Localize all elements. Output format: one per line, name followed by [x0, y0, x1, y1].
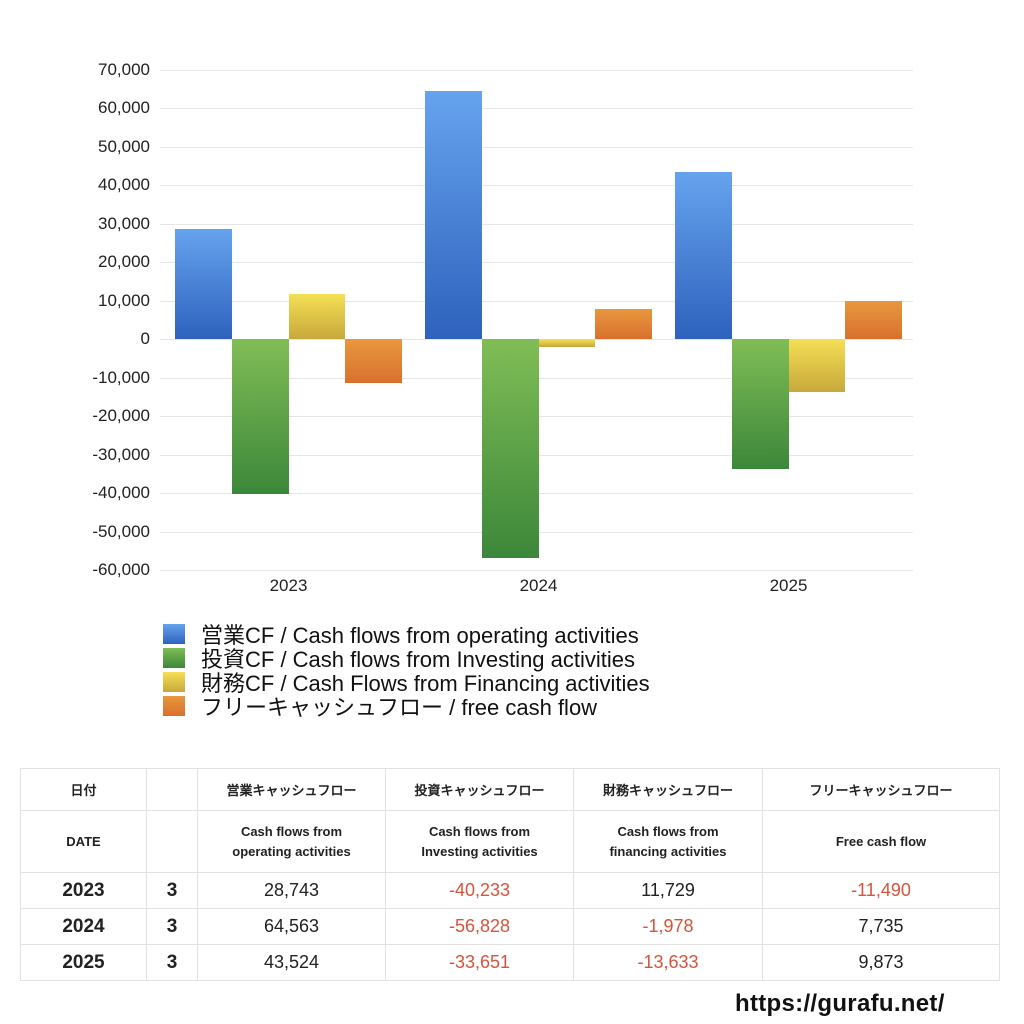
y-tick-label: 10,000 [98, 290, 150, 310]
y-tick-label: -30,000 [92, 444, 150, 464]
legend-item-investing: 投資CF / Cash flows from Investing activit… [163, 646, 650, 672]
bar-2024-series-2 [538, 339, 596, 347]
cell-free: -11,490 [762, 872, 1000, 909]
legend-swatch-financing [163, 672, 185, 692]
bar-2025-series-2 [788, 339, 846, 392]
legend-item-financing: 財務CF / Cash Flows from Financing activit… [163, 670, 650, 696]
bar-2023-series-3 [345, 339, 402, 384]
header-free-en: Free cash flow [762, 810, 1000, 873]
gridline [160, 223, 913, 225]
y-tick-label: 30,000 [98, 213, 150, 233]
legend-item-operating: 営業CF / Cash flows from operating activit… [163, 622, 650, 648]
y-tick-label: 50,000 [98, 136, 150, 156]
table-row: 2024 3 64,563 -56,828 -1,978 7,735 [20, 908, 1000, 945]
gridline [160, 70, 913, 71]
cash-flow-bar-chart: 70,000 60,000 50,000 40,000 30,000 20,000 10,0… [92, 60, 913, 595]
row-year: 2025 [20, 944, 147, 981]
header-operating-jp: 営業キャッシュフロー [197, 768, 386, 811]
cell-operating: 43,524 [197, 944, 386, 981]
bar-2023-series-0 [175, 228, 232, 340]
bar-2023-series-1 [231, 339, 289, 494]
x-tick-label: 2023 [269, 576, 308, 595]
cell-investing: -56,828 [385, 908, 574, 945]
cell-free: 7,735 [762, 908, 1000, 945]
y-tick-label: 70,000 [98, 60, 150, 79]
legend-swatch-free [163, 696, 185, 716]
site-url-link[interactable]: https://gurafu.net/ [735, 990, 945, 1017]
header-investing-en: Cash flows from Investing activities [385, 810, 574, 873]
cell-financing: -1,978 [573, 908, 763, 945]
bar-2025-series-3 [845, 301, 902, 340]
legend-label: 営業CF / Cash flows from operating activit… [201, 623, 639, 648]
y-tick-label: 20,000 [98, 252, 150, 272]
bar-2023-series-2 [288, 294, 346, 340]
gridline [160, 300, 913, 302]
y-tick-label: -50,000 [92, 521, 150, 541]
table-row: 2023 3 28,743 -40,233 11,729 -11,490 [20, 872, 1000, 909]
header-free-jp: フリーキャッシュフロー [762, 768, 1000, 811]
table-header-jp: 日付 営業キャッシュフロー 投資キャッシュフロー 財務キャッシュフロー フリーキ… [20, 768, 1000, 811]
cash-flow-table: 日付 営業キャッシュフロー 投資キャッシュフロー 財務キャッシュフロー フリーキ… [20, 768, 1000, 981]
legend-item-free: フリーキャッシュフロー / free cash flow [163, 694, 650, 720]
gridline [160, 262, 913, 264]
legend-swatch-operating [163, 624, 185, 644]
bar-2024-series-0 [425, 90, 482, 340]
row-year: 2023 [20, 872, 147, 909]
bar-2025-series-0 [675, 171, 732, 340]
y-tick-label: -10,000 [92, 367, 150, 387]
row-month: 3 [146, 872, 198, 909]
cell-free: 9,873 [762, 944, 1000, 981]
y-tick-label: 40,000 [98, 175, 150, 195]
row-month: 3 [146, 908, 198, 945]
header-investing-jp: 投資キャッシュフロー [385, 768, 574, 811]
x-tick-label: 2024 [519, 576, 558, 595]
header-operating-en: Cash flows from operating activities [197, 810, 386, 873]
table-header-en: DATE Cash flows from operating activitie… [20, 810, 1000, 873]
header-date-en: DATE [20, 810, 147, 873]
header-month-en [146, 810, 198, 873]
y-tick-label: -60,000 [92, 560, 150, 579]
gridline [160, 146, 913, 148]
row-year: 2024 [20, 908, 147, 945]
row-month: 3 [146, 944, 198, 981]
legend-swatch-investing [163, 648, 185, 668]
header-date-jp: 日付 [20, 768, 147, 811]
y-tick-label: -40,000 [92, 483, 150, 503]
y-tick-label: 60,000 [98, 98, 150, 118]
table-row: 2025 3 43,524 -33,651 -13,633 9,873 [20, 944, 1000, 981]
bar-2024-series-3 [595, 309, 652, 340]
gridline [160, 108, 913, 110]
header-financing-jp: 財務キャッシュフロー [573, 768, 763, 811]
legend-label: フリーキャッシュフロー / free cash flow [201, 695, 598, 720]
cell-financing: -13,633 [573, 944, 763, 981]
legend-label: 投資CF / Cash flows from Investing activit… [201, 647, 636, 672]
bar-2024-series-1 [481, 339, 539, 558]
header-month-jp [146, 768, 198, 811]
cell-operating: 64,563 [197, 908, 386, 945]
cell-investing: -33,651 [385, 944, 574, 981]
gridline [160, 185, 913, 187]
y-tick-label: 0 [140, 329, 150, 349]
cell-operating: 28,743 [197, 872, 386, 909]
gridline [160, 570, 913, 571]
header-financing-en: Cash flows from financing activities [573, 810, 763, 873]
chart-legend: 営業CF / Cash flows from operating activit… [163, 622, 650, 720]
bar-2025-series-1 [731, 339, 789, 469]
legend-label: 財務CF / Cash Flows from Financing activit… [201, 671, 650, 696]
y-tick-label: -20,000 [92, 406, 150, 426]
x-tick-label: 2025 [769, 576, 808, 595]
cell-financing: 11,729 [573, 872, 763, 909]
cell-investing: -40,233 [385, 872, 574, 909]
